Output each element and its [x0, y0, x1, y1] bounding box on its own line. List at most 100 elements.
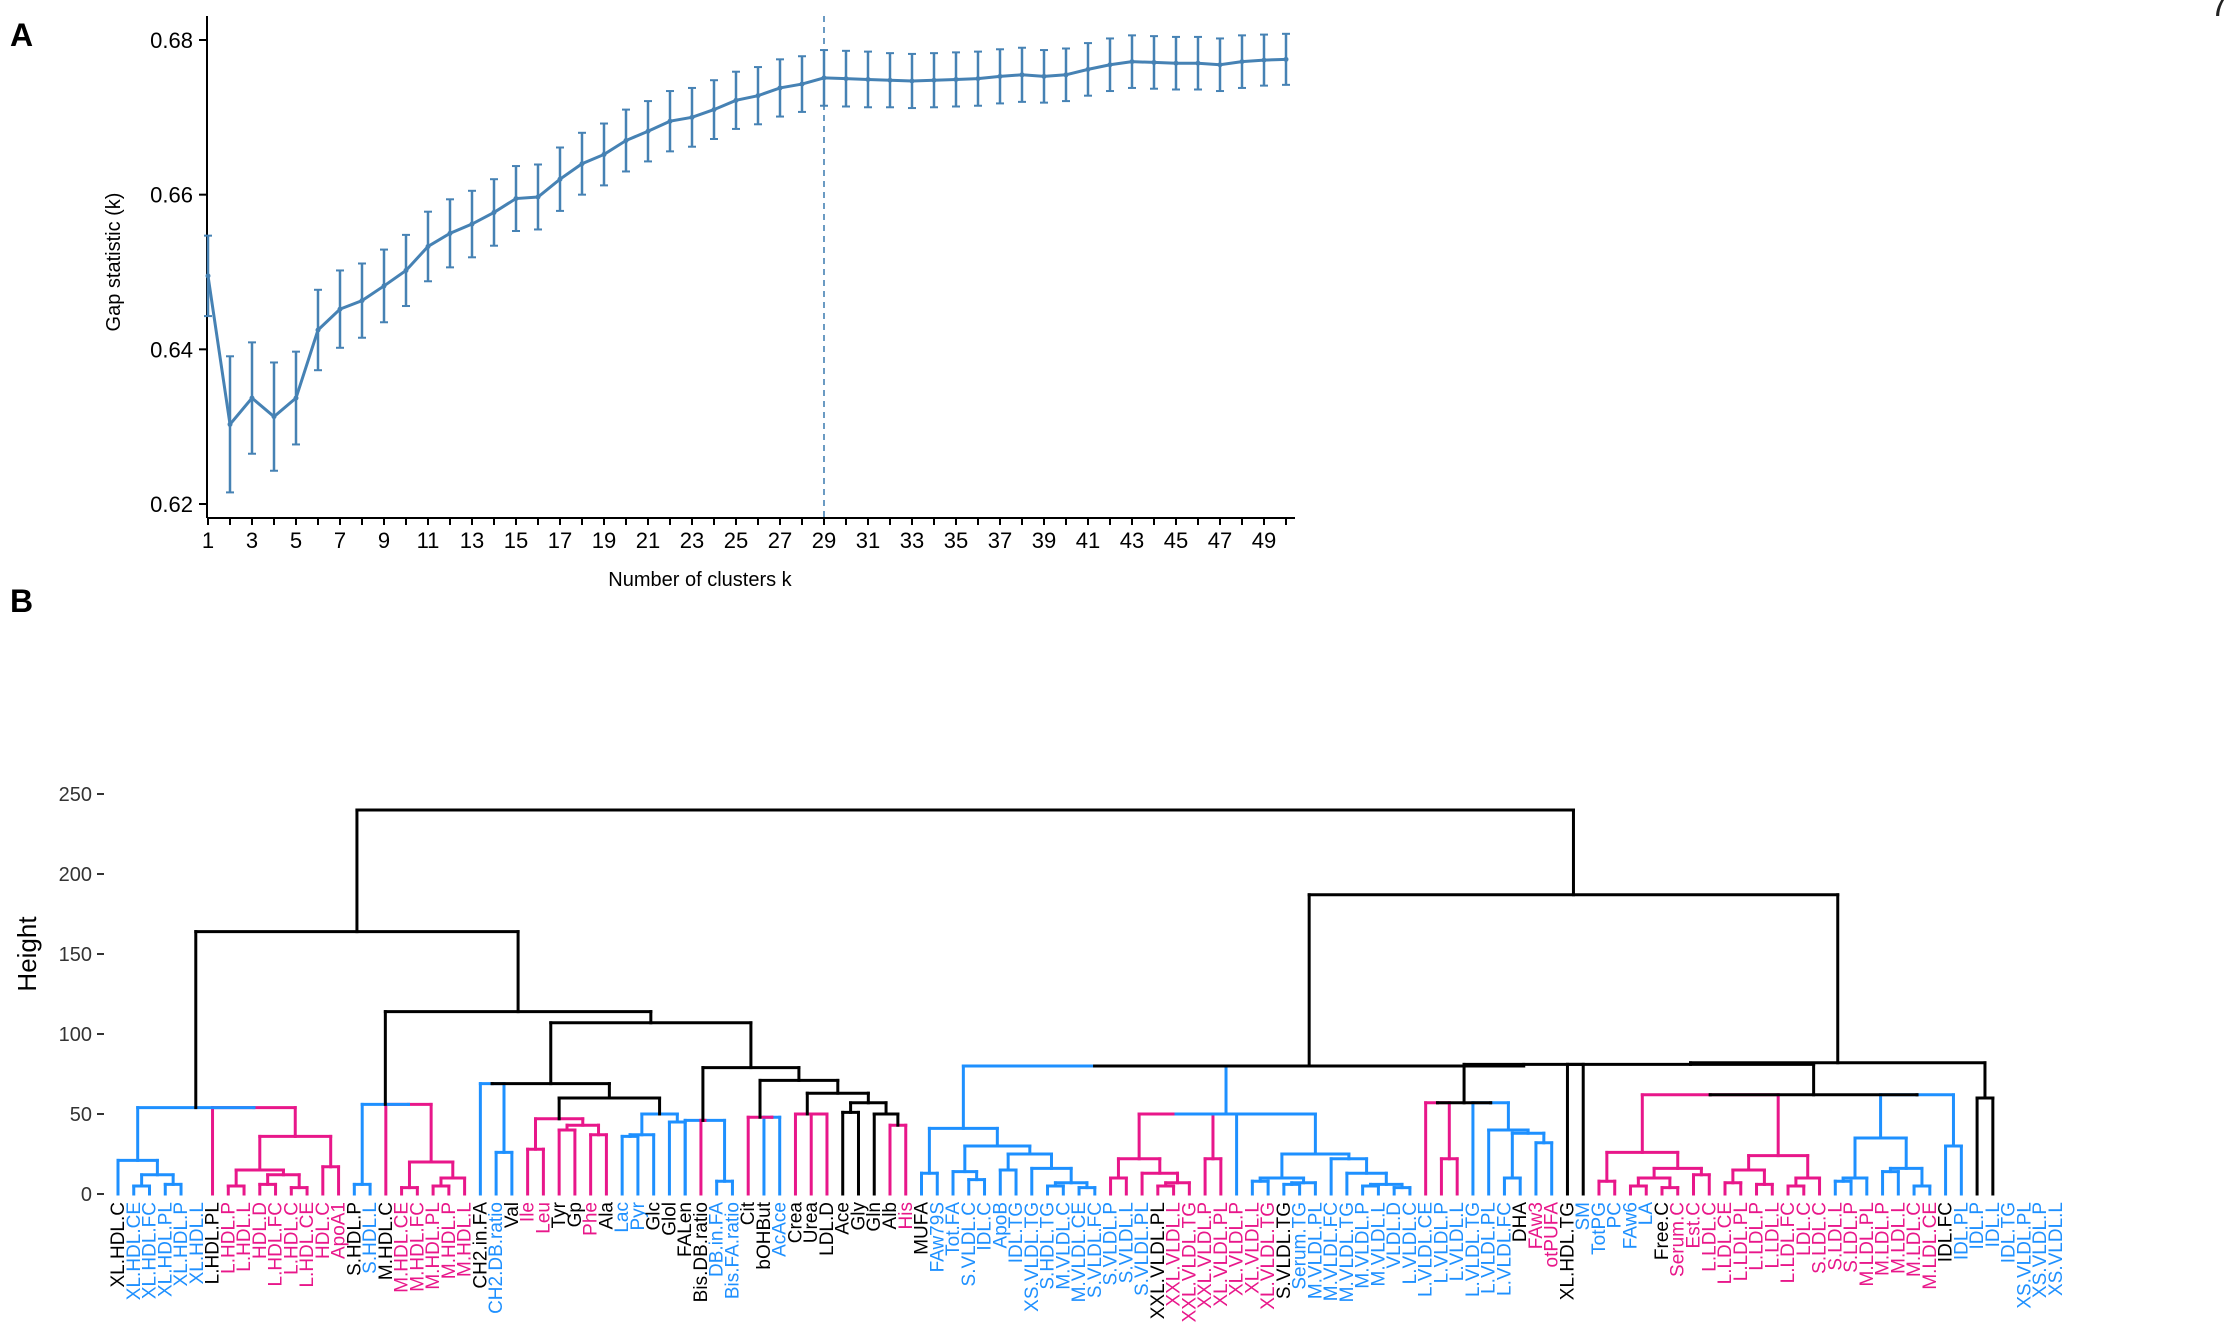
- leaf-label: XS.VLDL.P: [2030, 1202, 2051, 1298]
- leaf-label: XXL.VLDL.L: [1164, 1202, 1185, 1307]
- leaf-label: Tyr: [549, 1201, 570, 1228]
- x-tick-label: 13: [460, 528, 484, 553]
- y-tick-label: 0.62: [150, 492, 193, 517]
- leaf-label: Bis.FA.ratio: [722, 1202, 743, 1299]
- leaf-label: L.LDL.CE: [1715, 1202, 1736, 1284]
- leaf-label: L.VLDL.TG: [1463, 1202, 1484, 1297]
- y-tick-label: 0.68: [150, 28, 193, 53]
- data-point: [513, 196, 519, 202]
- x-tick-label: 5: [290, 528, 302, 553]
- leaf-label: L.HDL.P: [218, 1202, 239, 1274]
- leaf-label: L.VLDL.CE: [1416, 1202, 1437, 1297]
- x-tick-label: 29: [812, 528, 836, 553]
- leaf-label: IDL.PL: [1951, 1202, 1972, 1260]
- leaf-label: M.LDL.C: [1904, 1202, 1925, 1277]
- leaf-label: L.VLDL.L: [1447, 1202, 1468, 1281]
- leaf-label: L.HDL.L: [234, 1202, 255, 1272]
- leaf-label: XL.HDL.FC: [140, 1202, 161, 1299]
- leaf-label: XL.HDL.P: [171, 1202, 192, 1286]
- data-point: [689, 114, 695, 120]
- leaf-label: CH2.in.FA: [470, 1202, 491, 1289]
- leaf-label: MUFA: [912, 1202, 933, 1255]
- data-point: [1173, 60, 1179, 66]
- leaf-label: Gly: [848, 1202, 869, 1231]
- leaf-label: IDL.TG: [1006, 1202, 1027, 1263]
- panel-b-dendrogram: BHeight050100150200250XL.HDL.CXL.HDL.CEX…: [10, 583, 2067, 1322]
- leaf-label: XXL.VLDL.PL: [1148, 1202, 1169, 1319]
- y-tick-label: 0.64: [150, 337, 193, 362]
- data-point: [1107, 62, 1113, 68]
- x-tick-label: 47: [1208, 528, 1232, 553]
- leaf-label: Serum.C: [1668, 1202, 1689, 1277]
- data-point: [557, 176, 563, 182]
- leaf-label: M.VLDL.FC: [1321, 1202, 1342, 1301]
- data-point: [205, 273, 211, 279]
- leaf-label: bOHBut: [754, 1201, 775, 1269]
- y-tick-label: 150: [59, 944, 92, 966]
- leaf-label: M.HDL.CE: [392, 1202, 413, 1293]
- panel-label: B: [10, 583, 33, 619]
- leaf-label: L.VLDL.P: [1431, 1202, 1452, 1283]
- x-tick-label: 11: [417, 528, 440, 553]
- leaf-label: S.HDL.TG: [1038, 1202, 1059, 1290]
- leaf-label: S.HDL.P: [344, 1202, 365, 1276]
- data-point: [799, 81, 805, 87]
- x-tick-label: 19: [592, 528, 616, 553]
- x-tick-label: 17: [548, 528, 572, 553]
- data-point: [579, 161, 585, 167]
- y-tick-label: 0.66: [150, 183, 193, 208]
- leaf-label: otPUFA: [1542, 1202, 1563, 1268]
- x-tick-label: 27: [768, 528, 792, 553]
- leaf-label: S.VLDL.C: [959, 1202, 980, 1286]
- x-tick-label: 39: [1032, 528, 1056, 553]
- data-point: [601, 151, 607, 157]
- data-point: [755, 93, 761, 99]
- leaf-label: S.HDL.L: [360, 1202, 381, 1274]
- leaf-label: L.HDL.CE: [297, 1202, 318, 1288]
- leaf-label: XL.HDL.C: [108, 1202, 129, 1288]
- y-tick-label: 200: [59, 864, 92, 886]
- leaf-label: XL.VLDL.PL: [1211, 1202, 1232, 1307]
- data-point: [997, 73, 1003, 79]
- data-point: [535, 194, 541, 200]
- x-tick-label: 15: [504, 528, 528, 553]
- leaf-label: XS.VLDL.PL: [2014, 1202, 2035, 1309]
- leaf-label: Serum.TG: [1290, 1202, 1311, 1290]
- leaf-label: M.LDL.CE: [1920, 1202, 1941, 1290]
- leaf-label: L.VLDL.PL: [1479, 1202, 1500, 1294]
- panel-a-gap-statistic-chart: A0.620.640.660.681 3 5 7 9 11 13 15 17 19 21 23 25 27…: [10, 16, 1295, 591]
- leaf-label: Ile: [518, 1202, 539, 1222]
- x-tick-label: 7: [334, 528, 346, 553]
- x-tick-label: 25: [724, 528, 748, 553]
- leaf-label: XL.HDL.PL: [155, 1202, 176, 1297]
- leaf-label: His: [896, 1202, 917, 1229]
- data-point: [1085, 66, 1091, 72]
- leaf-label: DB.in.FA: [707, 1202, 728, 1277]
- x-tick-label: 33: [900, 528, 924, 553]
- data-point: [667, 118, 673, 124]
- leaf-label: XS.VLDL.L: [2046, 1202, 2067, 1296]
- data-point: [249, 395, 255, 401]
- leaf-label: L.HDL.C: [281, 1202, 302, 1275]
- x-tick-label: 31: [856, 528, 880, 553]
- x-tick-label: 23: [680, 528, 704, 553]
- leaf-label: M.VLDL.CE: [1069, 1202, 1090, 1302]
- data-point: [953, 76, 959, 82]
- data-point: [381, 283, 387, 289]
- leaf-label: Tot.FA: [943, 1202, 964, 1256]
- leaf-label: Est.C: [1684, 1202, 1705, 1248]
- leaf-label: M.VLDL.TG: [1337, 1202, 1358, 1302]
- leaf-label: Crea: [785, 1202, 806, 1244]
- data-point: [337, 306, 343, 312]
- data-point: [315, 327, 321, 333]
- data-point: [359, 298, 365, 304]
- leaf-label: PC: [1605, 1202, 1626, 1228]
- gap-line: [206, 57, 1287, 428]
- leaf-label: HDL.C: [313, 1202, 334, 1259]
- x-tick-label: 3: [246, 528, 258, 553]
- y-tick-label: 250: [59, 784, 92, 806]
- leaf-label: FAw79S: [927, 1202, 948, 1272]
- leaf-label: IDL.L: [1983, 1202, 2004, 1247]
- data-point: [1261, 57, 1267, 63]
